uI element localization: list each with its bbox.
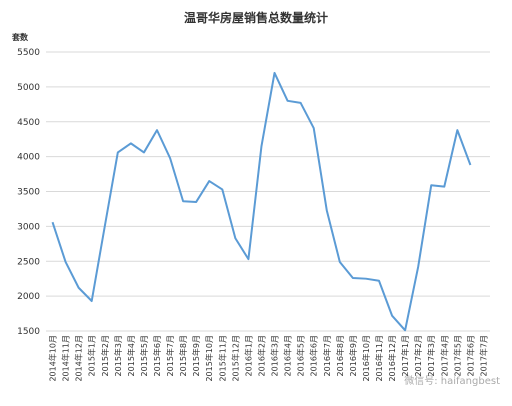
x-tick-label: 2016年7月 bbox=[322, 335, 332, 376]
x-tick-label: 2014年11月 bbox=[61, 335, 71, 382]
y-tick-label: 5000 bbox=[17, 83, 40, 93]
x-tick-label: 2014年12月 bbox=[74, 335, 84, 382]
x-tick-label: 2016年9月 bbox=[348, 335, 358, 376]
x-tick-label: 2017年4月 bbox=[439, 335, 449, 376]
x-tick-label: 2015年7月 bbox=[165, 335, 175, 376]
y-tick-label: 4000 bbox=[17, 153, 40, 163]
y-tick-label: 2000 bbox=[17, 292, 40, 302]
x-tick-label: 2017年6月 bbox=[465, 335, 475, 376]
x-tick-label: 2017年3月 bbox=[426, 335, 436, 376]
data-line bbox=[51, 71, 472, 332]
watermark: 微信号: haifangbest bbox=[404, 374, 500, 387]
x-tick-label: 2016年5月 bbox=[296, 335, 306, 376]
x-tick-label: 2017年1月 bbox=[400, 335, 410, 376]
x-tick-label: 2016年12月 bbox=[387, 335, 397, 382]
x-tick-label: 2016年3月 bbox=[270, 335, 280, 376]
x-tick-label: 2017年2月 bbox=[413, 335, 423, 376]
x-tick-label: 2015年6月 bbox=[152, 335, 162, 376]
y-tick-label: 3000 bbox=[17, 222, 40, 232]
x-tick-label: 2016年10月 bbox=[361, 335, 371, 382]
x-tick-label: 2016年4月 bbox=[283, 335, 293, 376]
x-tick-label: 2015年1月 bbox=[87, 335, 97, 376]
y-axis-label: 套数 bbox=[11, 32, 29, 42]
y-tick-label: 5500 bbox=[17, 48, 40, 58]
x-tick-label: 2014年10月 bbox=[48, 335, 58, 382]
x-tick-label: 2017年5月 bbox=[452, 335, 462, 376]
x-tick-label: 2016年2月 bbox=[256, 335, 266, 376]
x-tick-label: 2017年7月 bbox=[478, 335, 488, 376]
y-tick-label: 3500 bbox=[17, 188, 40, 198]
x-tick-label: 2016年11月 bbox=[374, 335, 384, 382]
x-tick-label: 2015年3月 bbox=[113, 335, 123, 376]
x-tick-label: 2015年9月 bbox=[191, 335, 201, 376]
x-tick-label: 2016年6月 bbox=[309, 335, 319, 376]
x-tick-label: 2016年1月 bbox=[243, 335, 253, 376]
x-tick-label: 2015年8月 bbox=[178, 335, 188, 376]
y-tick-label: 4500 bbox=[17, 118, 40, 128]
x-tick-label: 2015年2月 bbox=[100, 335, 110, 376]
chart-title: 温哥华房屋销售总数量统计 bbox=[184, 10, 328, 25]
x-tick-label: 2015年5月 bbox=[139, 335, 149, 376]
x-tick-label: 2015年11月 bbox=[217, 335, 227, 382]
x-tick-label: 2015年12月 bbox=[230, 335, 240, 382]
y-tick-label: 1500 bbox=[17, 327, 40, 337]
x-tick-label: 2016年8月 bbox=[335, 335, 345, 376]
x-tick-label: 2015年4月 bbox=[126, 335, 136, 376]
x-tick-label: 2015年10月 bbox=[204, 335, 214, 382]
y-tick-label: 2500 bbox=[17, 257, 40, 267]
